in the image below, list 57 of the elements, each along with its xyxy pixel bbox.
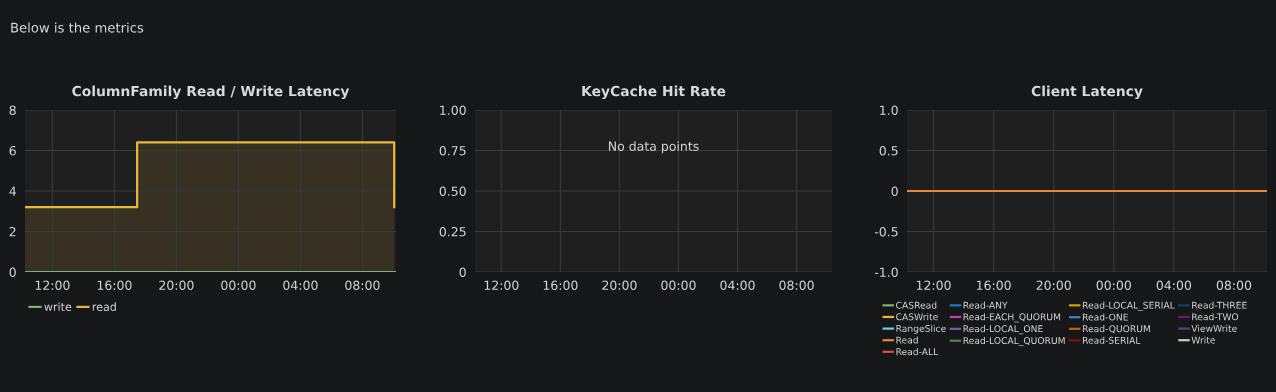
- legend-label: Read-THREE: [1192, 301, 1247, 309]
- y-tick-label: 0.25: [439, 226, 466, 237]
- x-tick-label: 20:00: [602, 280, 637, 291]
- x-tick-label: 12:00: [916, 280, 951, 291]
- x-tick-label: 00:00: [221, 280, 256, 291]
- y-tick-label: 0: [891, 186, 898, 196]
- y-tick-label: 0: [459, 267, 466, 277]
- legend-label: Read-ALL: [896, 348, 939, 356]
- chart-title: ColumnFamily Read / Write Latency: [72, 85, 350, 100]
- legend-label: CASRead: [896, 301, 937, 309]
- chart-title: KeyCache Hit Rate: [582, 85, 726, 100]
- legend-label: ViewWrite: [1191, 324, 1237, 332]
- y-tick-label: 0: [9, 267, 16, 277]
- legend-label: Read-LOCAL_SERIAL: [1082, 301, 1175, 311]
- text: Below is the metrics: [11, 22, 144, 33]
- chart-title: Client Latency: [1031, 85, 1143, 100]
- x-tick-label: 04:00: [1156, 280, 1192, 291]
- x-tick-label: 20:00: [1036, 280, 1071, 291]
- y-tick-label: 6: [9, 145, 16, 156]
- y-tick-label: -1.0: [874, 267, 898, 277]
- legend-label: Read-ANY: [963, 301, 1008, 309]
- y-tick-label: 2: [9, 226, 16, 237]
- y-tick-label: 1.0: [880, 105, 898, 115]
- legend-label: Write: [1191, 336, 1216, 344]
- x-tick-label: 12:00: [484, 280, 519, 291]
- legend-label: RangeSlice: [896, 324, 946, 334]
- y-tick-label: -0.5: [874, 226, 898, 237]
- legend-label: read: [92, 302, 116, 311]
- x-tick-label: 04:00: [283, 280, 318, 291]
- x-tick-label: 00:00: [1096, 280, 1131, 291]
- y-tick-label: 0.75: [439, 145, 466, 156]
- legend-label: write: [44, 302, 72, 311]
- x-tick-label: 04:00: [720, 280, 755, 291]
- y-tick-label: 8: [9, 105, 16, 115]
- legend-label: Read-SERIAL: [1082, 336, 1141, 344]
- x-tick-label: 20:00: [159, 280, 194, 291]
- y-tick-label: 1.00: [440, 105, 466, 115]
- legend-label: Read-ONE: [1082, 313, 1128, 321]
- x-tick-label: 16:00: [97, 280, 132, 291]
- legend-label: CASWrite: [896, 313, 938, 321]
- x-tick-label: 08:00: [345, 280, 380, 291]
- legend-label: Read-LOCAL_ONE: [963, 325, 1043, 335]
- annotation: No data points: [608, 141, 699, 154]
- x-tick-label: 12:00: [35, 280, 70, 291]
- y-tick-label: 4: [9, 186, 16, 196]
- legend-label: Read: [896, 336, 918, 344]
- x-tick-label: 08:00: [1216, 280, 1252, 291]
- y-tick-label: 0.50: [439, 186, 466, 196]
- x-tick-label: 00:00: [661, 280, 696, 291]
- y-tick-label: 0.5: [879, 145, 898, 156]
- legend-label: Read-TWO: [1192, 313, 1239, 321]
- legend-label: Read-LOCAL_QUORUM: [963, 336, 1065, 347]
- x-tick-label: 16:00: [976, 280, 1011, 291]
- x-tick-label: 16:00: [543, 280, 578, 291]
- x-tick-label: 08:00: [779, 280, 814, 291]
- legend-label: Read-QUORUM: [1082, 325, 1150, 334]
- legend-label: Read-EACH_QUORUM: [963, 313, 1061, 323]
